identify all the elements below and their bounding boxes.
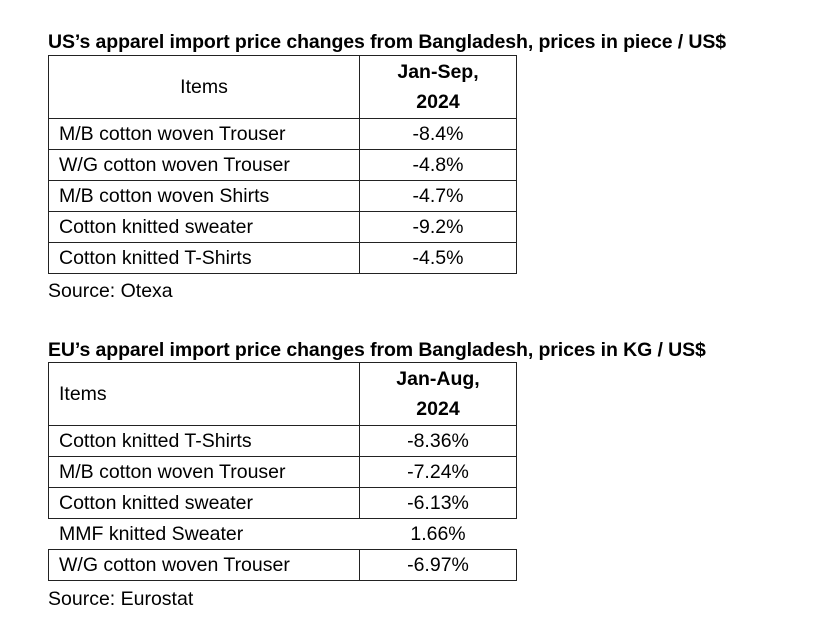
change-cell: -9.2%	[359, 211, 517, 243]
period-header-line1: Jan-Aug,	[396, 368, 480, 390]
table-row: W/G cotton woven Trouser -4.8%	[48, 149, 517, 181]
period-header-line2: 2024	[416, 91, 460, 113]
table-row: M/B cotton woven Trouser -7.24%	[48, 456, 517, 488]
change-cell: -4.8%	[359, 149, 517, 181]
table-header-row: Items Jan-Sep, 2024	[48, 55, 517, 119]
change-cell: -7.24%	[359, 456, 517, 488]
eu-source-note: Source: Eurostat	[48, 588, 194, 610]
table-row: Cotton knitted T-Shirts -8.36%	[48, 425, 517, 457]
us-price-table: Items Jan-Sep, 2024 M/B cotton woven Tro…	[48, 55, 517, 274]
table-row: MMF knitted Sweater 1.66%	[48, 518, 517, 550]
item-cell: Cotton knitted sweater	[48, 487, 360, 519]
us-table-title: US’s apparel import price changes from B…	[48, 31, 727, 53]
period-header-line2: 2024	[416, 398, 460, 420]
item-cell: W/G cotton woven Trouser	[48, 549, 360, 581]
us-source-note: Source: Otexa	[48, 280, 173, 302]
items-column-header: Items	[48, 362, 360, 426]
item-cell: W/G cotton woven Trouser	[48, 149, 360, 181]
period-column-header: Jan-Sep, 2024	[359, 55, 517, 119]
item-cell: M/B cotton woven Shirts	[48, 180, 360, 212]
item-cell: Cotton knitted T-Shirts	[48, 242, 360, 274]
change-cell: -8.4%	[359, 118, 517, 150]
table-row: M/B cotton woven Shirts -4.7%	[48, 180, 517, 212]
item-cell: Cotton knitted T-Shirts	[48, 425, 360, 457]
period-column-header: Jan-Aug, 2024	[359, 362, 517, 426]
table-row: W/G cotton woven Trouser -6.97%	[48, 549, 517, 581]
change-cell: 1.66%	[359, 518, 517, 550]
eu-price-table: Items Jan-Aug, 2024 Cotton knitted T-Shi…	[48, 362, 517, 581]
item-cell: Cotton knitted sweater	[48, 211, 360, 243]
period-header-line1: Jan-Sep,	[397, 61, 479, 83]
table-header-row: Items Jan-Aug, 2024	[48, 362, 517, 426]
change-cell: -6.13%	[359, 487, 517, 519]
eu-table-title: EU’s apparel import price changes from B…	[48, 339, 706, 361]
change-cell: -4.5%	[359, 242, 517, 274]
change-cell: -8.36%	[359, 425, 517, 457]
change-cell: -6.97%	[359, 549, 517, 581]
item-cell: M/B cotton woven Trouser	[48, 456, 360, 488]
change-cell: -4.7%	[359, 180, 517, 212]
table-row: Cotton knitted sweater -6.13%	[48, 487, 517, 519]
items-column-header: Items	[48, 55, 360, 119]
item-cell: MMF knitted Sweater	[48, 518, 360, 550]
table-row: Cotton knitted T-Shirts -4.5%	[48, 242, 517, 274]
table-row: Cotton knitted sweater -9.2%	[48, 211, 517, 243]
table-row: M/B cotton woven Trouser -8.4%	[48, 118, 517, 150]
item-cell: M/B cotton woven Trouser	[48, 118, 360, 150]
